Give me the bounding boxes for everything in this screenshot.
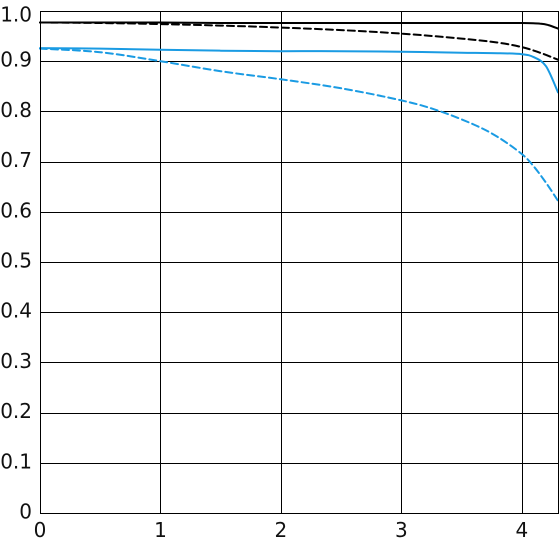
y-tick-label-8: 0.8 bbox=[0, 98, 32, 122]
y-tick-label-0: 0 bbox=[19, 500, 32, 524]
y-tick-label-3: 0.3 bbox=[0, 349, 32, 373]
series-line-1 bbox=[39, 21, 559, 61]
series-line-2 bbox=[39, 47, 559, 94]
grid-lines bbox=[40, 11, 558, 514]
x-tick-labels: 0 1 2 3 4 bbox=[34, 518, 529, 542]
x-tick-label-4: 4 bbox=[516, 518, 529, 542]
y-tick-label-7: 0.7 bbox=[0, 148, 32, 172]
y-tick-label-2: 0.2 bbox=[0, 399, 32, 423]
x-tick-label-0: 0 bbox=[34, 518, 47, 542]
y-tick-label-10: 1.0 bbox=[0, 3, 32, 27]
y-tick-label-4: 0.4 bbox=[0, 299, 32, 323]
x-tick-label-3: 3 bbox=[395, 518, 408, 542]
series-line-0 bbox=[39, 21, 559, 30]
x-tick-label-1: 1 bbox=[154, 518, 167, 542]
y-tick-label-6: 0.6 bbox=[0, 198, 32, 222]
y-tick-labels: 0 0.1 0.2 0.3 0.4 0.5 0.6 0.7 0.8 0.9 1.0 bbox=[0, 3, 32, 524]
y-tick-label-5: 0.5 bbox=[0, 249, 32, 273]
series-line-3 bbox=[39, 47, 559, 202]
y-tick-label-9: 0.9 bbox=[0, 48, 32, 72]
plot-frame bbox=[40, 11, 559, 514]
x-tick-label-2: 2 bbox=[275, 518, 288, 542]
series-group bbox=[39, 21, 559, 202]
y-tick-label-1: 0.1 bbox=[0, 449, 32, 473]
